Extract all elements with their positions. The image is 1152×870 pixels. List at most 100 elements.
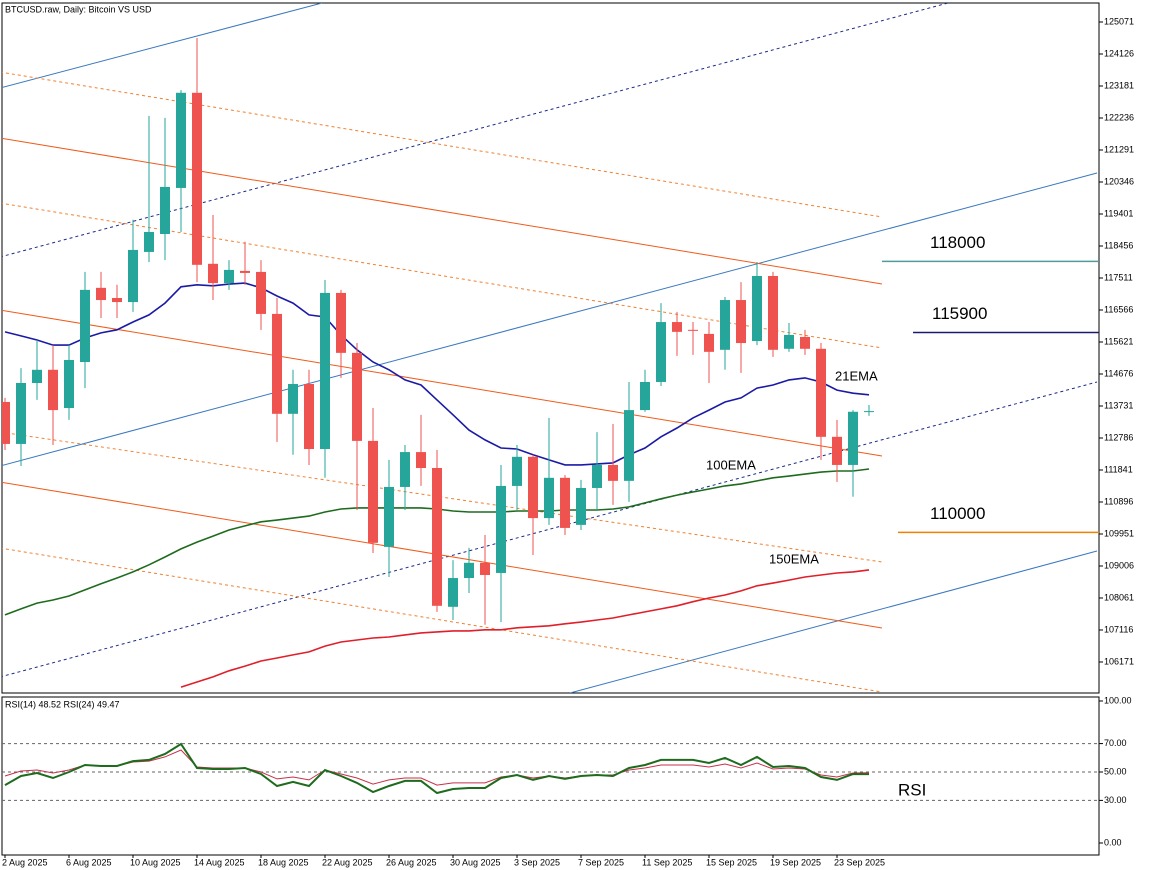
- y-tick-label: 111841: [1104, 464, 1133, 474]
- y-tick-label: 119401: [1104, 208, 1133, 218]
- x-tick-label: 19 Sep 2025: [770, 857, 821, 867]
- candle-body: [256, 271, 266, 314]
- y-tick-label: 123181: [1104, 80, 1134, 90]
- rsi-line: [4, 749, 870, 786]
- y-tick-label: 122236: [1104, 112, 1134, 122]
- axes: 125071 124126 123181 122236 121291 120346 1194…: [2, 16, 1134, 867]
- candle-body: [512, 456, 522, 486]
- candle-body: [608, 464, 618, 481]
- y-tick-label: 50.00: [1104, 766, 1127, 776]
- y-tick-label: 70.00: [1104, 738, 1127, 748]
- candle-body: [592, 464, 602, 488]
- ema-label: 150EMA: [769, 551, 819, 566]
- y-tick-label: 117511: [1104, 272, 1133, 282]
- y-tick-label: 124126: [1104, 48, 1134, 58]
- candle-body: [368, 440, 378, 543]
- channel-line: [2, 172, 1098, 466]
- candle-body: [96, 287, 106, 301]
- x-tick-label: 15 Sep 2025: [706, 857, 757, 867]
- price-level-label: 115900: [932, 304, 987, 323]
- x-tick-label: 14 Aug 2025: [194, 857, 245, 867]
- y-tick-label: 113731: [1104, 400, 1133, 410]
- candle-body: [384, 486, 394, 547]
- candle-body: [160, 186, 170, 235]
- candle-body: [544, 477, 554, 519]
- x-tick-label: 3 Sep 2025: [514, 857, 560, 867]
- candle-body: [464, 562, 474, 579]
- candle-body: [272, 313, 282, 414]
- x-tick-label: 22 Aug 2025: [322, 857, 373, 867]
- candle-body: [496, 485, 506, 573]
- candle-body: [16, 382, 26, 444]
- y-tick-label: 110896: [1104, 496, 1133, 506]
- chart-title: BTCUSD.raw, Daily: Bitcoin VS USD: [5, 4, 152, 14]
- candle-body: [576, 487, 586, 525]
- candle-body: [400, 452, 410, 487]
- ema-line: [180, 569, 870, 688]
- y-tick-label: 109006: [1104, 560, 1134, 570]
- candle-body: [480, 562, 490, 575]
- candle-body: [2, 401, 10, 444]
- x-tick-label: 23 Sep 2025: [834, 857, 885, 867]
- y-tick-label: 115621: [1104, 336, 1133, 346]
- x-tick-label: 11 Sep 2025: [642, 857, 692, 867]
- candle-body: [704, 333, 714, 352]
- candle-body: [800, 336, 810, 349]
- rsi-line: [4, 742, 870, 795]
- channel-line: [2, 202, 883, 349]
- candle-body: [784, 334, 794, 349]
- x-tick-label: 10 Aug 2025: [130, 857, 181, 867]
- y-tick-label: 100.00: [1104, 695, 1132, 705]
- main-plot: [2, 37, 1099, 688]
- candle-body: [688, 329, 698, 331]
- candle-body: [224, 269, 234, 284]
- y-tick-label: 108061: [1104, 592, 1134, 602]
- candle-body: [432, 467, 442, 606]
- rsi-title: RSI(14) 48.52 RSI(24) 49.47: [5, 699, 120, 709]
- candle-body: [192, 92, 202, 265]
- candle-body: [656, 322, 666, 382]
- y-tick-label: 30.00: [1104, 795, 1127, 805]
- candle-body: [672, 322, 682, 332]
- channel-drawings: [2, 3, 1098, 693]
- y-tick-label: 107116: [1104, 624, 1133, 634]
- price-level-label: 110000: [930, 504, 985, 523]
- candle-body: [352, 352, 362, 441]
- candle-body: [448, 578, 458, 607]
- candle-body: [640, 381, 650, 411]
- candle-body: [720, 300, 730, 350]
- y-tick-label: 116566: [1104, 304, 1133, 314]
- candle-body: [208, 263, 218, 284]
- x-tick-label: 2 Aug 2025: [2, 857, 48, 867]
- channel-line: [2, 137, 883, 285]
- y-tick-label: 106171: [1104, 656, 1134, 666]
- channel-line: [2, 71, 883, 218]
- x-tick-label: 26 Aug 2025: [386, 857, 437, 867]
- candle-body: [304, 384, 314, 450]
- ema-line: [4, 282, 870, 466]
- x-tick-label: 6 Aug 2025: [66, 857, 112, 867]
- ema-label: 21EMA: [835, 368, 878, 383]
- y-tick-label: 121291: [1104, 144, 1134, 154]
- main-panel: [1, 2, 1100, 694]
- candle-body: [48, 369, 58, 411]
- candle-body: [112, 298, 122, 303]
- candle-body: [816, 348, 826, 437]
- x-tick-label: 7 Sep 2025: [578, 857, 624, 867]
- candle-body: [144, 231, 154, 252]
- candle-body: [560, 477, 570, 528]
- channel-line: [569, 550, 1098, 693]
- candle-body: [128, 249, 138, 303]
- y-tick-label: 118456: [1104, 240, 1133, 250]
- rsi-plot: [2, 742, 1099, 801]
- y-tick-label: 112786: [1104, 432, 1133, 442]
- channel-line: [2, 309, 883, 457]
- ema-label: 100EMA: [706, 457, 756, 472]
- x-tick-label: 18 Aug 2025: [258, 857, 309, 867]
- candle-body: [80, 289, 90, 363]
- candle-body: [864, 411, 874, 413]
- candle-body: [528, 456, 538, 519]
- candle-body: [832, 436, 842, 465]
- price-level-label: 118000: [930, 233, 985, 252]
